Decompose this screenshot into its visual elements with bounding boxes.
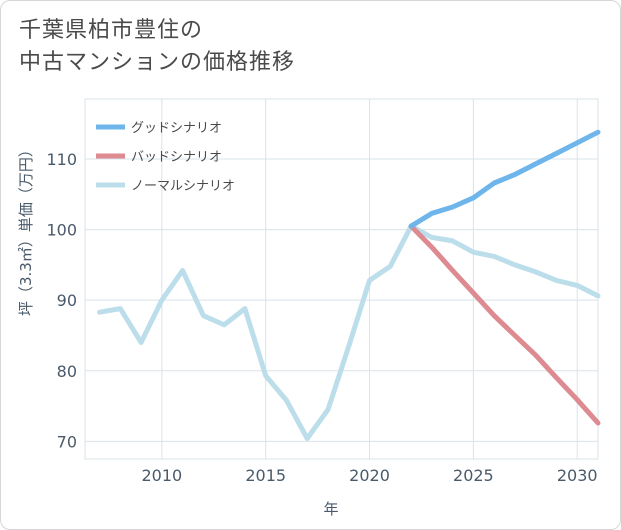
x-tick-label: 2020	[349, 466, 390, 485]
x-tick-label: 2015	[245, 466, 286, 485]
y-axis-label: 坪（3.3㎡）単価（万円）	[17, 142, 35, 316]
x-tick-label: 2010	[141, 466, 182, 485]
y-tick-label: 80	[57, 362, 77, 381]
series-line	[408, 223, 601, 426]
x-tick-label: 2025	[453, 466, 494, 485]
legend-label: グッドシナリオ	[131, 121, 222, 136]
chart-title: 千葉県柏市豊住の 中古マンションの価格推移	[19, 15, 295, 79]
series-line	[97, 223, 601, 441]
title-line-2: 中古マンションの価格推移	[19, 50, 296, 75]
legend-label: ノーマルシナリオ	[131, 179, 235, 194]
y-tick-label: 110	[46, 150, 77, 169]
title-line-1: 千葉県柏市豊住の	[19, 18, 204, 43]
legend-label: バッドシナリオ	[131, 150, 222, 165]
x-axis-label: 年	[323, 500, 339, 518]
y-tick-label: 100	[46, 221, 77, 240]
y-tick-label: 90	[57, 291, 77, 310]
x-tick-label: 2030	[557, 466, 598, 485]
series-line	[408, 129, 601, 229]
y-tick-label: 70	[57, 432, 77, 451]
